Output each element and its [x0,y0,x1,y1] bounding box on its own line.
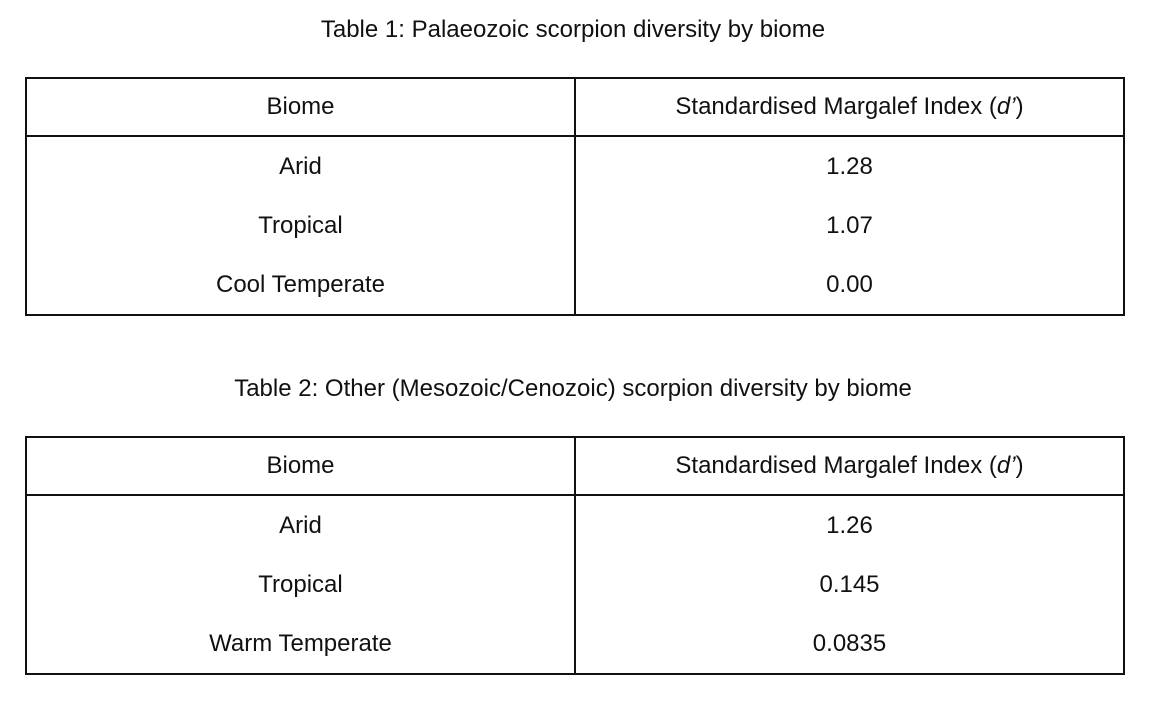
d-prime-symbol: d’ [996,93,1016,120]
biome-cell: Arid [25,136,576,196]
index-value-cell: 0.145 [574,555,1125,614]
table-row: Cool Temperate 0.00 [25,255,1125,316]
index-value-cell: 1.28 [574,136,1125,196]
biome-cell: Warm Temperate [25,614,576,675]
header-text: Standardised Margalef Index ( [675,452,997,479]
header-text-end: ) [1015,452,1024,479]
biome-cell: Tropical [25,196,576,255]
table-header-row: Biome Standardised Margalef Index (d’) [25,436,1125,496]
index-value-cell: 0.0835 [574,614,1125,675]
header-text-end: ) [1015,93,1024,120]
index-value-cell: 1.07 [574,196,1125,255]
table-row: Tropical 1.07 [25,196,1125,255]
palaeozoic-diversity-table: Biome Standardised Margalef Index (d’) A… [25,77,1125,316]
biome-cell: Cool Temperate [25,255,576,316]
table-header-row: Biome Standardised Margalef Index (d’) [25,77,1125,137]
index-value-cell: 0.00 [574,255,1125,316]
mesozoic-cenozoic-diversity-table: Biome Standardised Margalef Index (d’) A… [25,436,1125,675]
table-row: Arid 1.26 [25,495,1125,555]
biome-column-header: Biome [25,77,576,137]
table-2-caption: Table 2: Other (Mesozoic/Cenozoic) scorp… [234,375,912,402]
table-1-caption: Table 1: Palaeozoic scorpion diversity b… [320,16,826,43]
d-prime-symbol: d’ [996,452,1016,479]
index-value-cell: 1.26 [574,495,1125,555]
biome-cell: Arid [25,495,576,555]
header-text: Standardised Margalef Index ( [675,93,997,120]
table-row: Arid 1.28 [25,136,1125,196]
biome-cell: Tropical [25,555,576,614]
margalef-index-column-header: Standardised Margalef Index (d’) [574,77,1125,137]
table-row: Warm Temperate 0.0835 [25,614,1125,675]
biome-column-header: Biome [25,436,576,496]
table-row: Tropical 0.145 [25,555,1125,614]
margalef-index-column-header: Standardised Margalef Index (d’) [574,436,1125,496]
